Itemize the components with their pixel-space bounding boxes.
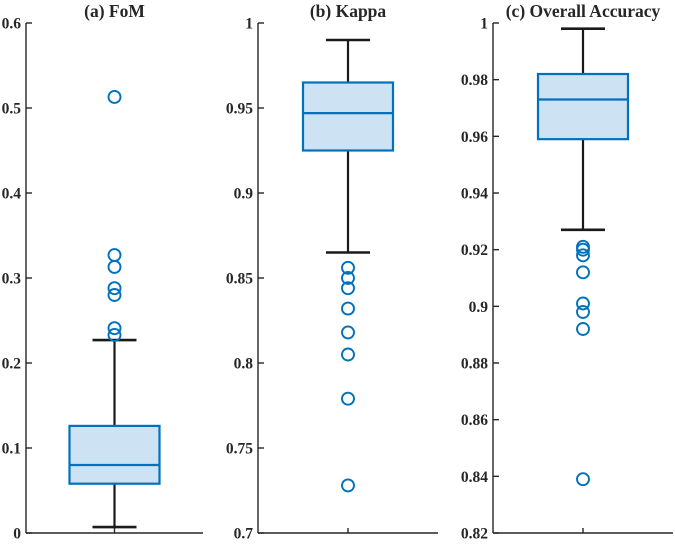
y-tick-label: 0.95 [226, 101, 253, 118]
outlier-point [107, 281, 122, 296]
outlier-point [341, 391, 355, 406]
panel-title: (b) Kappa [310, 1, 387, 21]
y-tick-label: 0.96 [461, 129, 488, 146]
outlier-point [107, 321, 122, 336]
y-tick-label: 0.98 [461, 72, 488, 89]
outlier-point [576, 305, 590, 319]
outlier-point [107, 260, 122, 274]
y-tick-label: 0.88 [461, 356, 488, 373]
outlier-point [107, 248, 122, 263]
y-tick-label: 0.9 [234, 186, 254, 203]
outlier-point [576, 248, 590, 263]
y-tick-label: 0 [13, 526, 21, 543]
y-tick-label: 0.7 [234, 526, 254, 543]
y-tick-label: 0.82 [461, 526, 488, 543]
outlier-point [576, 239, 590, 254]
outlier-point [576, 265, 590, 280]
outlier-point [107, 328, 122, 342]
y-tick-label: 0.84 [461, 469, 488, 486]
panel-a: (a) FoM 0 0.1 0.2 0.3 0.4 0.5 0.6 [2, 1, 203, 543]
iqr-box [301, 81, 395, 152]
y-tick-label: 1 [245, 16, 253, 33]
y-tick-label: 0.5 [2, 101, 22, 118]
outlier-point [341, 347, 355, 362]
y-tick-label: 0.2 [2, 356, 22, 373]
outlier-point [341, 325, 355, 340]
y-tick-label: 0.92 [461, 242, 488, 259]
y-tick-label: 0.8 [234, 356, 254, 373]
y-tick-label: 0.6 [2, 16, 22, 33]
panel-b: (b) Kappa 0.7 0.75 0.8 0.85 0.9 0.95 1 [226, 1, 438, 543]
y-tick-label: 0.3 [2, 271, 22, 288]
y-tick-label: 0.94 [461, 186, 488, 203]
outlier-point [341, 281, 355, 296]
outlier-point [341, 260, 355, 275]
outlier-point [576, 296, 590, 311]
y-tick-label: 0.1 [2, 441, 21, 458]
outlier-point [107, 288, 122, 302]
outlier-point [576, 322, 590, 336]
outlier-point [341, 301, 355, 316]
panel-title: (c) Overall Accuracy [506, 1, 661, 21]
panel-c: (c) Overall Accuracy 0.82 0.84 0.86 0.88 0.9 0… [461, 1, 673, 543]
panel-title: (a) FoM [84, 1, 145, 21]
y-tick-label: 0.4 [2, 186, 22, 203]
y-tick-label: 0.85 [226, 271, 253, 288]
iqr-box [536, 72, 630, 141]
iqr-box [68, 424, 161, 485]
outlier-point [107, 89, 122, 104]
y-tick-label: 0.9 [469, 299, 489, 316]
y-tick-label: 0.86 [461, 412, 488, 429]
y-tick-label: 1 [480, 16, 488, 33]
outlier-point [341, 478, 355, 493]
outlier-point [576, 472, 590, 487]
y-tick-label: 0.75 [226, 441, 253, 458]
outlier-point [341, 271, 355, 285]
